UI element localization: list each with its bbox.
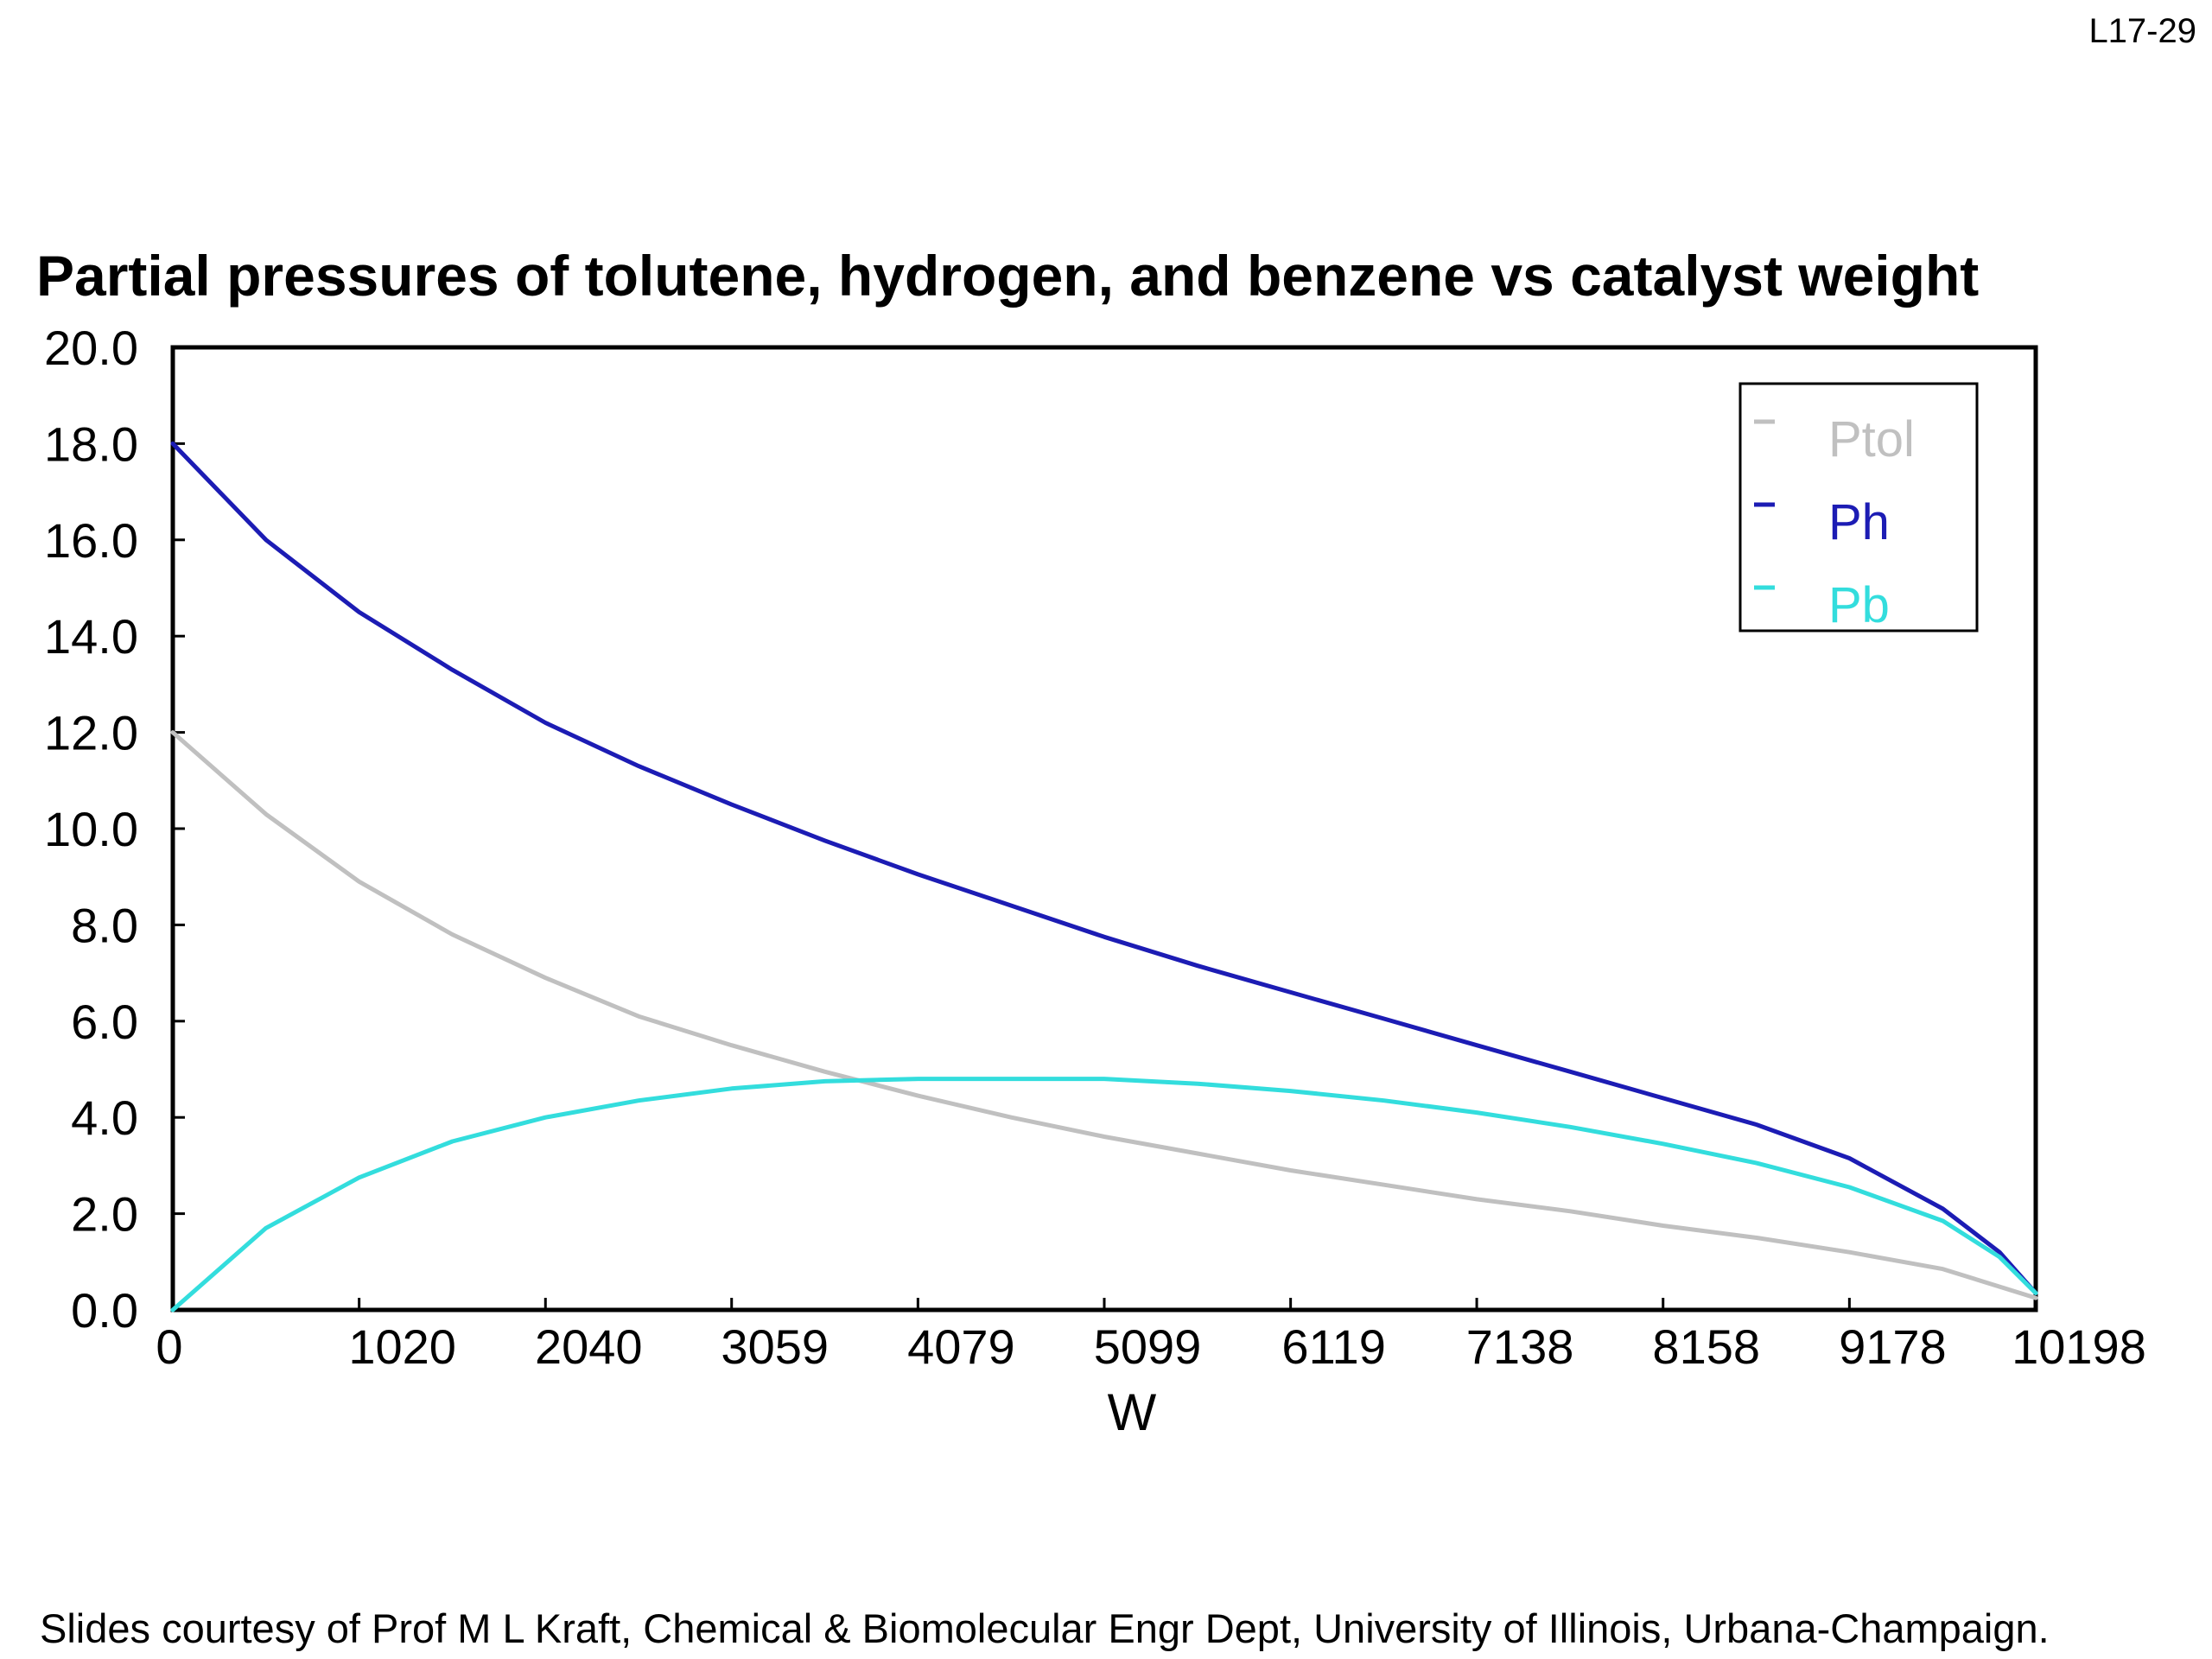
x-tick-label: 1020 xyxy=(348,1319,456,1374)
legend-label-ptol: Ptol xyxy=(1828,411,1915,467)
y-tick-label: 0.0 xyxy=(71,1283,138,1338)
x-axis-label: W xyxy=(1108,1383,1157,1441)
series-lines xyxy=(170,441,2038,1313)
x-tick-label: 2040 xyxy=(535,1319,643,1374)
series-line-ph xyxy=(170,441,2038,1295)
x-tick-label: 4079 xyxy=(907,1319,1015,1374)
series-line-ptol xyxy=(170,730,2038,1300)
y-tick-label: 2.0 xyxy=(71,1187,138,1242)
y-tick-label: 16.0 xyxy=(44,513,138,568)
footer-credit: Slides courtesy of Prof M L Kraft, Chemi… xyxy=(40,1605,2050,1651)
y-tick-label: 12.0 xyxy=(44,706,138,760)
slide-number: L17-29 xyxy=(2088,12,2196,50)
y-tick-label: 10.0 xyxy=(44,802,138,856)
x-tick-label: 6119 xyxy=(1281,1319,1385,1374)
y-tick-label: 8.0 xyxy=(71,898,138,952)
legend: Ptol Ph Pb xyxy=(1738,382,1979,633)
x-tick-label: 7138 xyxy=(1466,1319,1574,1374)
x-tick-label: 8158 xyxy=(1652,1319,1760,1374)
x-tick-label: 5099 xyxy=(1094,1319,1202,1374)
y-tick-label: 6.0 xyxy=(71,995,138,1049)
y-tick-label: 18.0 xyxy=(44,416,138,471)
legend-label-pb: Pb xyxy=(1828,577,1890,633)
legend-box xyxy=(1738,382,1979,632)
legend-label-ph: Ph xyxy=(1828,494,1890,550)
y-tick-label: 4.0 xyxy=(71,1090,138,1145)
x-axis: 0 1020 2040 3059 4079 5099 6119 7138 8158 9178 101… xyxy=(156,1298,2146,1374)
y-axis: 0.0 2.0 4.0 6.0 8.0 10.0 12.0 14.0 16.0 18.0 20.0 xyxy=(44,321,185,1338)
x-tick-label: 10198 xyxy=(2012,1319,2146,1374)
x-tick-label: 0 xyxy=(156,1319,182,1374)
x-tick-label: 9178 xyxy=(1839,1319,1947,1374)
series-line-pb xyxy=(170,1077,2038,1313)
y-tick-label: 14.0 xyxy=(44,609,138,664)
y-tick-label: 20.0 xyxy=(44,321,138,375)
chart-title: Partial pressures of tolutene, hydrogen,… xyxy=(36,244,1979,308)
x-tick-label: 3059 xyxy=(721,1319,829,1374)
